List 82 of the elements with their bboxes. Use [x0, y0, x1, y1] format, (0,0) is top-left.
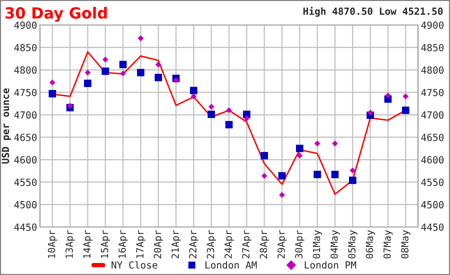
point	[49, 80, 56, 86]
x-tick-label: 27Apr	[242, 230, 252, 258]
y-tick-label: 4650	[14, 134, 37, 142]
legend-label: London PM	[304, 261, 356, 269]
y-tick-label: 4800	[14, 66, 37, 74]
x-tick-label: 06May	[366, 230, 376, 258]
y-tick-label: 4700	[14, 111, 37, 119]
legend-label: NY Close	[112, 261, 158, 269]
point	[385, 92, 391, 98]
point	[402, 93, 409, 100]
point	[225, 120, 233, 128]
y2-tick-label: 4650	[421, 134, 444, 142]
x-tick-label: 24Apr	[224, 230, 234, 258]
point	[244, 115, 250, 122]
y2-tick-label: 4450	[421, 224, 444, 231]
y-tick-label: 4900	[14, 22, 37, 29]
x-tick-label: 05May	[348, 230, 358, 258]
y-tick-label: 4550	[14, 178, 37, 186]
point	[208, 104, 214, 110]
x-tick-label: 16Apr	[118, 230, 128, 258]
point	[296, 144, 304, 152]
y-tick-label: 4600	[14, 156, 37, 164]
point	[367, 110, 374, 116]
point	[48, 90, 56, 98]
chart-title: 30 Day Gold	[6, 6, 107, 22]
point	[402, 106, 410, 114]
point	[138, 35, 144, 42]
x-tick-label: 20Apr	[154, 230, 164, 258]
point	[119, 60, 127, 68]
y2-tick-label: 4700	[421, 111, 444, 119]
point	[154, 74, 162, 82]
x-tick-label: 30Apr	[295, 230, 304, 258]
y-tick-label: 4850	[14, 44, 37, 52]
x-tick-label: 01May	[312, 230, 322, 258]
point	[261, 172, 268, 179]
x-tick-label: 23Apr	[206, 230, 216, 258]
x-tick-label: 17Apr	[136, 230, 146, 258]
point	[279, 192, 285, 198]
point	[314, 140, 320, 146]
y2-tick-label: 4750	[421, 88, 444, 96]
x-tick-label: 29Apr	[277, 230, 287, 258]
point	[314, 170, 321, 178]
point	[278, 172, 286, 180]
y2-tick-label: 4500	[421, 201, 444, 208]
point	[102, 56, 108, 63]
x-tick-label: 15Apr	[100, 230, 110, 258]
point	[190, 93, 197, 100]
point	[226, 107, 232, 114]
point	[173, 77, 179, 84]
y-tick-label: 4750	[14, 88, 37, 96]
x-tick-label: 14Apr	[83, 230, 92, 258]
point	[331, 170, 339, 178]
y-axis-title: USD per ounce	[2, 88, 12, 164]
point	[67, 102, 73, 109]
x-tick-label: 22Apr	[189, 230, 198, 258]
point	[350, 167, 356, 174]
y2-tick-label: 4600	[421, 156, 444, 164]
point	[155, 62, 162, 68]
y2-tick-label: 4800	[421, 66, 444, 74]
y2-tick-label: 4900	[421, 22, 444, 29]
point	[84, 80, 92, 88]
point	[102, 68, 110, 75]
point	[348, 176, 356, 184]
y-tick-label: 4500	[14, 201, 37, 208]
y-tick-label: 4450	[14, 224, 37, 231]
point	[208, 110, 216, 118]
y2-tick-label: 4850	[421, 44, 444, 52]
point	[137, 68, 144, 76]
point	[190, 86, 198, 94]
x-tick-label: 10Apr	[48, 230, 58, 258]
point	[260, 152, 268, 160]
x-tick-label: 08May	[401, 230, 410, 258]
text: High 4870.50 Low 4521.50	[303, 6, 443, 17]
y2-tick-label: 4550	[421, 178, 444, 186]
x-tick-label: 28Apr	[260, 230, 270, 258]
legend-label: London AM	[206, 261, 257, 269]
x-tick-label: 13Apr	[66, 230, 75, 258]
x-tick-label: 04May	[330, 230, 340, 258]
x-tick-label: 21Apr	[172, 230, 181, 258]
point	[84, 70, 91, 76]
x-tick-label: 07May	[383, 230, 393, 258]
point	[296, 152, 303, 159]
